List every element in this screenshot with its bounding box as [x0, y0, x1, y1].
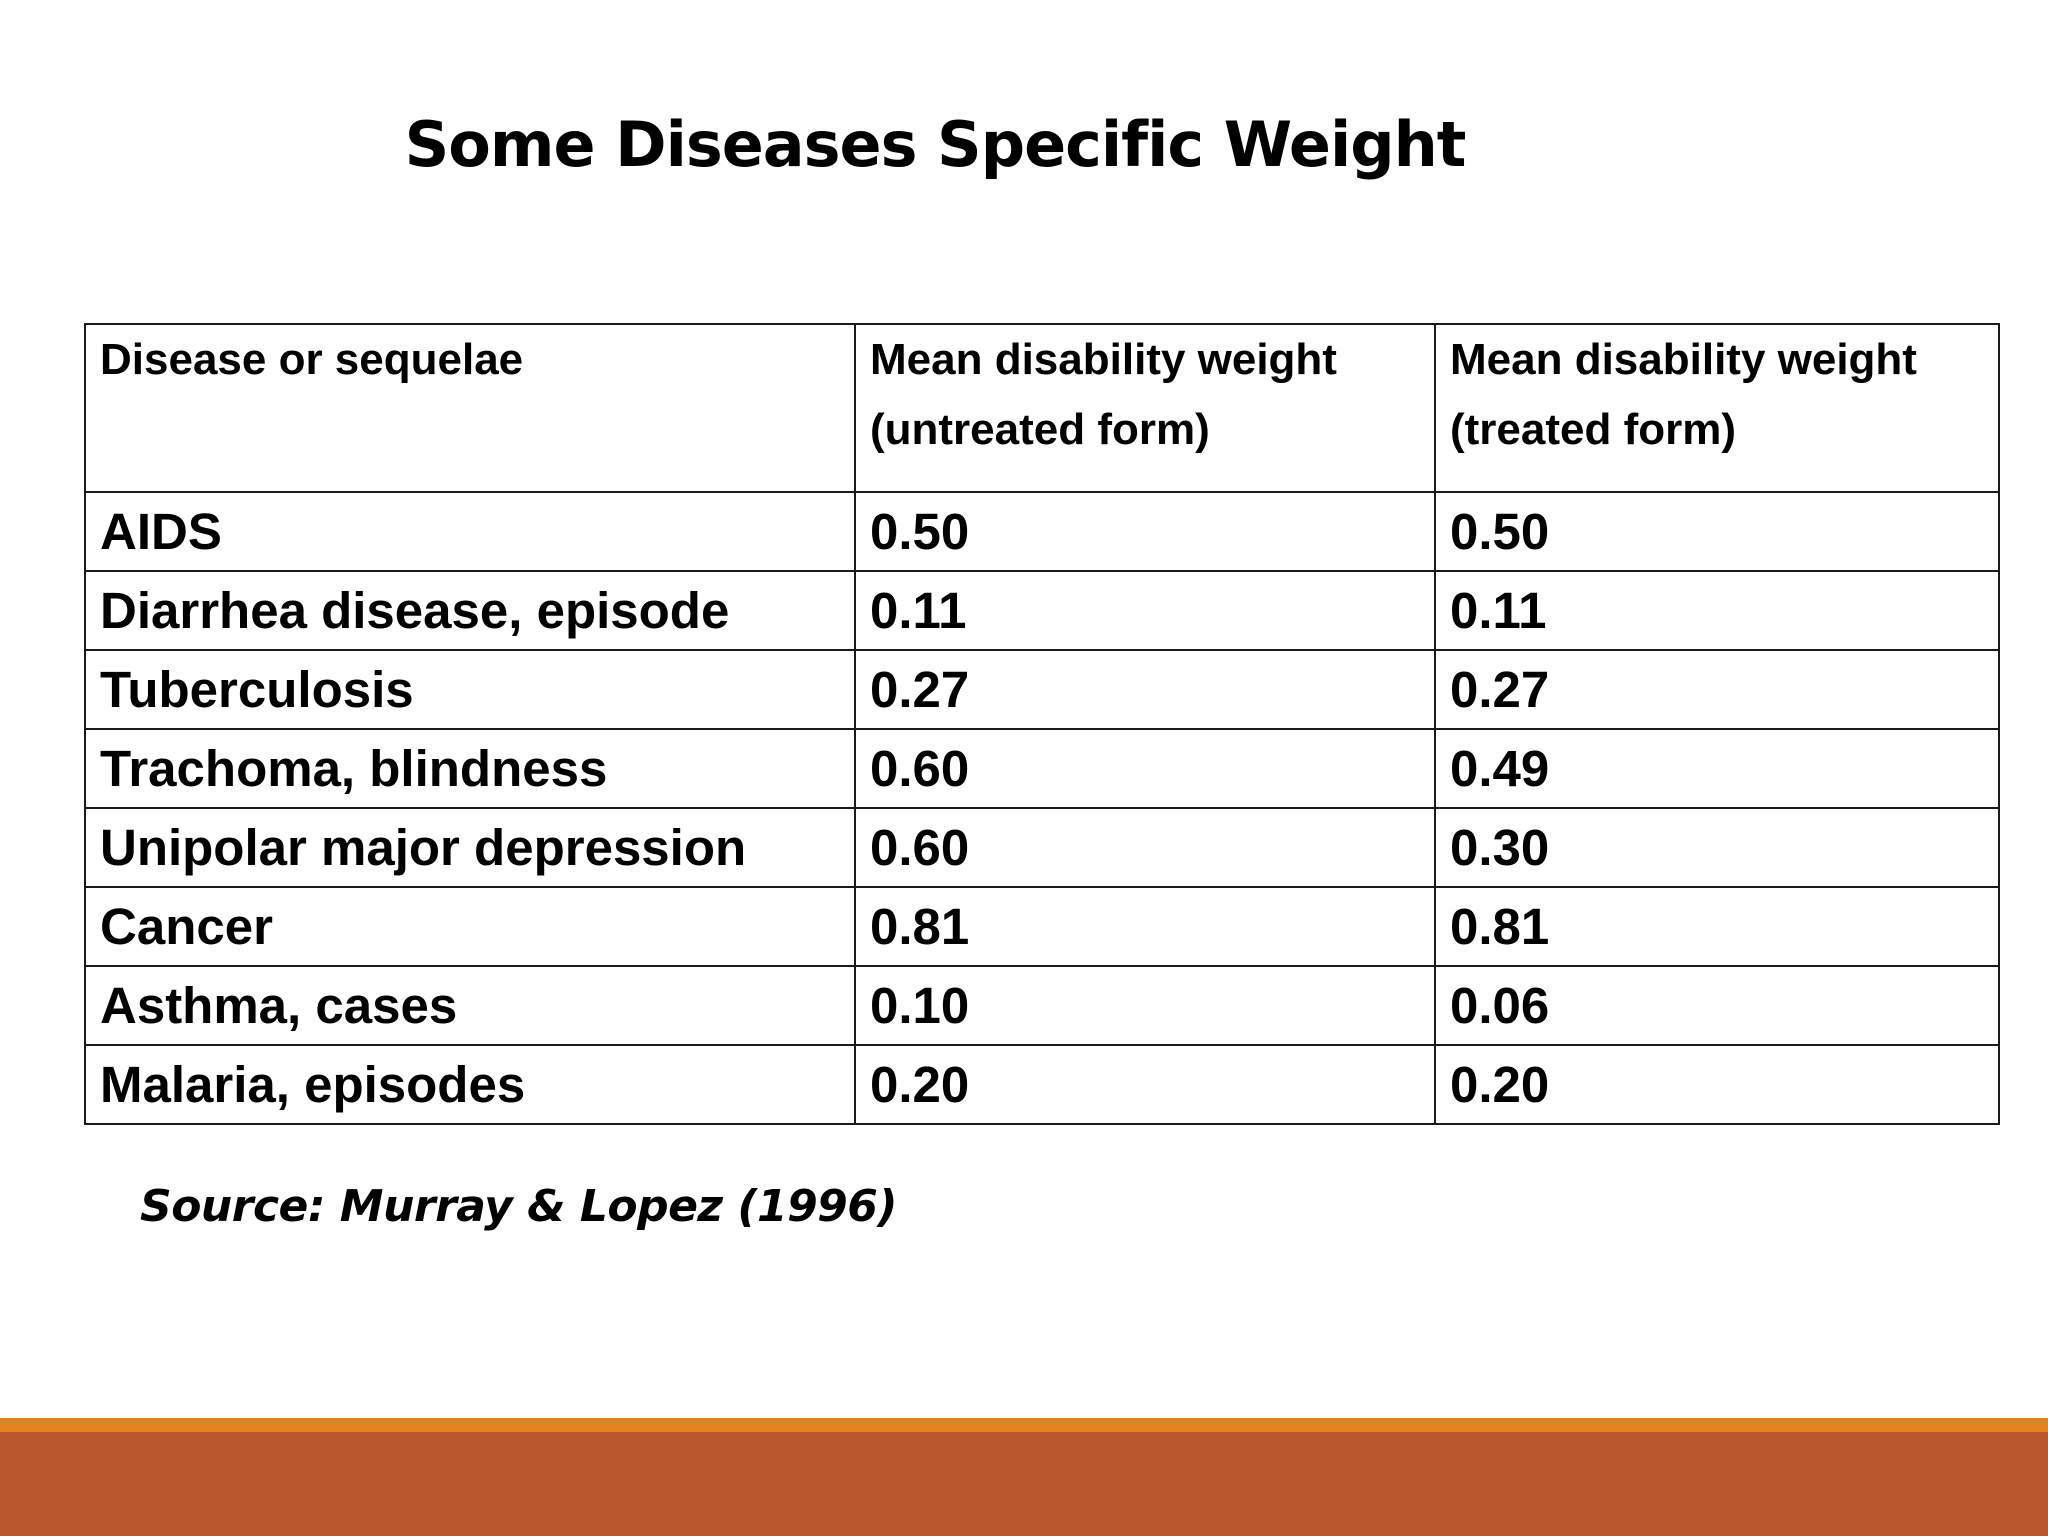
untreated-weight-cell: 0.50	[854, 491, 1436, 572]
source-citation: Source: Murray & Lopez (1996)	[140, 1181, 898, 1232]
untreated-weight-cell: 0.11	[854, 570, 1436, 651]
disease-cell: Malaria, episodes	[84, 1044, 856, 1125]
header-treated-weight: Mean disability weight (treated form)	[1434, 323, 2000, 493]
treated-weight-cell: 0.81	[1434, 886, 2000, 967]
disease-cell: AIDS	[84, 491, 856, 572]
treated-weight-cell: 0.50	[1434, 491, 2000, 572]
table-row: Diarrhea disease, episode 0.11 0.11	[84, 570, 2000, 651]
treated-weight-cell: 0.11	[1434, 570, 2000, 651]
untreated-weight-cell: 0.27	[854, 649, 1436, 730]
untreated-weight-cell: 0.10	[854, 965, 1436, 1046]
slide-title: Some Diseases Specific Weight	[404, 108, 1467, 181]
table-header-row: Disease or sequelae Mean disability weig…	[84, 323, 2000, 493]
disease-cell: Asthma, cases	[84, 965, 856, 1046]
header-untreated-weight: Mean disability weight (untreated form)	[854, 323, 1436, 493]
disease-cell: Unipolar major depression	[84, 807, 856, 888]
untreated-weight-cell: 0.20	[854, 1044, 1436, 1125]
disease-cell: Tuberculosis	[84, 649, 856, 730]
treated-weight-cell: 0.27	[1434, 649, 2000, 730]
untreated-weight-cell: 0.81	[854, 886, 1436, 967]
table-row: Tuberculosis 0.27 0.27	[84, 649, 2000, 730]
table-row: AIDS 0.50 0.50	[84, 491, 2000, 572]
treated-weight-cell: 0.30	[1434, 807, 2000, 888]
table-row: Unipolar major depression 0.60 0.30	[84, 807, 2000, 888]
table-row: Trachoma, blindness 0.60 0.49	[84, 728, 2000, 809]
table-row: Cancer 0.81 0.81	[84, 886, 2000, 967]
table-row: Malaria, episodes 0.20 0.20	[84, 1044, 2000, 1125]
disability-weight-table: Disease or sequelae Mean disability weig…	[84, 323, 2000, 1125]
disease-cell: Cancer	[84, 886, 856, 967]
footer-accent-stripe	[0, 1418, 2048, 1432]
treated-weight-cell: 0.06	[1434, 965, 2000, 1046]
header-disease: Disease or sequelae	[84, 323, 856, 493]
untreated-weight-cell: 0.60	[854, 728, 1436, 809]
treated-weight-cell: 0.49	[1434, 728, 2000, 809]
treated-weight-cell: 0.20	[1434, 1044, 2000, 1125]
table-row: Asthma, cases 0.10 0.06	[84, 965, 2000, 1046]
disease-cell: Diarrhea disease, episode	[84, 570, 856, 651]
untreated-weight-cell: 0.60	[854, 807, 1436, 888]
footer-band	[0, 1432, 2048, 1536]
disease-cell: Trachoma, blindness	[84, 728, 856, 809]
